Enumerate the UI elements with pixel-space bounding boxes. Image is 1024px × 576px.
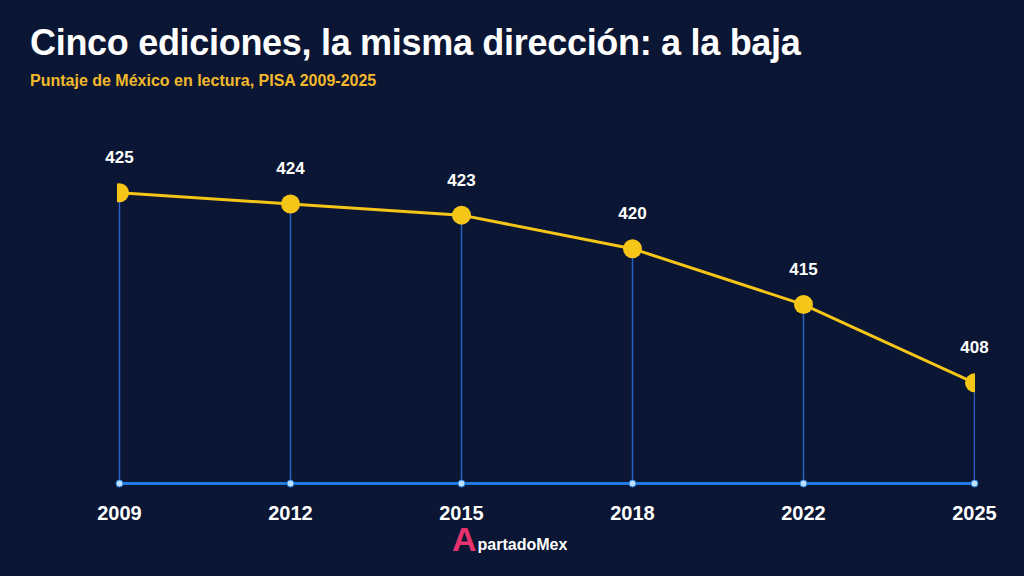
svg-text:420: 420 [618,204,646,223]
svg-text:2025: 2025 [952,502,997,524]
svg-text:2015: 2015 [439,502,484,524]
svg-text:2012: 2012 [268,502,313,524]
svg-text:2018: 2018 [610,502,655,524]
svg-text:424: 424 [276,159,305,178]
svg-text:2009: 2009 [97,502,142,524]
svg-text:423: 423 [447,171,475,190]
svg-text:425: 425 [105,148,133,167]
svg-text:408: 408 [960,338,988,357]
html-text:partadoMex: partadoMex [477,536,568,553]
html-text:Puntaje de México en lectura,: Puntaje de México en lectura, PISA 2009-… [30,72,377,89]
html-text:A: A [452,520,477,558]
svg-text:415: 415 [789,260,817,279]
html-text:Cinco ediciones, la misma dire: Cinco ediciones, la misma dirección: a l… [30,22,801,63]
svg-text:2022: 2022 [781,502,826,524]
